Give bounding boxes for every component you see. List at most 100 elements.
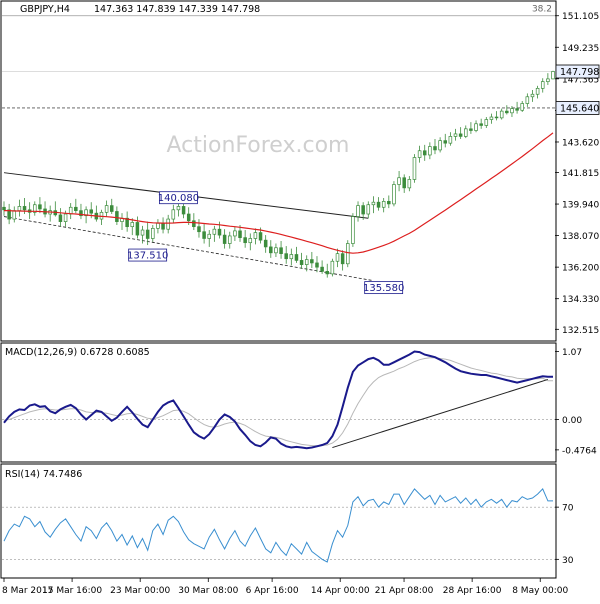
- macd-trendline: [332, 378, 549, 449]
- candle-body: [546, 78, 550, 82]
- macd-panel-frame: [0, 342, 557, 463]
- candle-body: [407, 179, 412, 189]
- candle-body: [392, 184, 396, 205]
- candle-body: [479, 123, 483, 126]
- last-price-tag: 147.798: [560, 67, 599, 78]
- price-annotation-box: [159, 191, 198, 205]
- candle-body: [130, 222, 135, 228]
- candle-body: [33, 204, 37, 213]
- support-price-tag: 145.640: [560, 103, 599, 114]
- macd-line: [3, 350, 553, 450]
- candle-body: [284, 253, 288, 260]
- macd-tick-label: -0.4764: [562, 446, 597, 456]
- candle-body: [402, 177, 406, 189]
- candle-body: [310, 259, 314, 264]
- candle-body: [340, 253, 345, 265]
- candle-body: [233, 230, 237, 237]
- candle-body: [315, 262, 319, 268]
- candle-body: [376, 201, 381, 208]
- candle-body: [351, 216, 355, 244]
- candle-body: [243, 237, 247, 244]
- candle-body: [79, 210, 83, 217]
- candle-body: [335, 253, 340, 262]
- rsi-panel-frame: [0, 463, 557, 579]
- candle-body: [397, 177, 401, 185]
- x-tick-label: 14 Apr 00:00: [311, 586, 370, 596]
- candle-body: [125, 217, 129, 228]
- candle-body: [304, 259, 309, 265]
- candle-body: [428, 146, 432, 156]
- candle-body: [330, 260, 335, 275]
- candle-body: [151, 228, 155, 239]
- moving-average-line: [4, 132, 554, 254]
- candle-body: [361, 205, 365, 215]
- header-ohlc: 147.363 147.839 147.339 147.798: [94, 4, 260, 15]
- candle-body: [207, 233, 211, 239]
- candle-body: [227, 235, 232, 244]
- candle-body: [222, 234, 227, 244]
- header-symbol: GBPJPY,H4: [20, 4, 70, 15]
- price-tick-label: 151.105: [562, 12, 599, 22]
- candle-body: [484, 119, 489, 126]
- candle-body: [530, 93, 535, 98]
- last-price-tag-box: [555, 64, 600, 79]
- candle-body: [12, 210, 17, 220]
- candle-body: [551, 71, 555, 80]
- candle-body: [22, 206, 27, 211]
- candle-body: [84, 209, 88, 217]
- candle-body: [453, 133, 458, 137]
- candle-body: [115, 211, 119, 222]
- candle-body: [346, 243, 350, 265]
- candle-body: [99, 211, 104, 220]
- candle-body: [412, 157, 417, 180]
- x-tick-label: 21 Apr 08:00: [375, 586, 434, 596]
- candle-body: [325, 271, 330, 275]
- candle-body: [166, 218, 170, 230]
- x-tick-label: 6 Apr 16:00: [246, 586, 299, 596]
- price-annotation-label: 135.580: [363, 283, 404, 294]
- candle-body: [74, 206, 78, 211]
- candle-body: [274, 247, 278, 254]
- candle-body: [515, 108, 519, 111]
- candle-body: [520, 103, 524, 111]
- price-tick-label: 143.620: [562, 138, 599, 148]
- candle-body: [458, 133, 463, 137]
- candle-body: [135, 222, 140, 236]
- price-tick-label: 141.815: [562, 169, 599, 179]
- candle-body: [448, 136, 453, 144]
- candle-body: [356, 205, 360, 217]
- candle-body: [294, 254, 299, 261]
- price-tick-label: 132.515: [562, 326, 599, 336]
- candle-body: [371, 201, 376, 206]
- candle-body: [433, 146, 437, 151]
- candle-body: [2, 206, 6, 211]
- candle-body: [464, 128, 468, 137]
- candle-body: [422, 150, 427, 156]
- fib-level-label: 38.2: [532, 5, 552, 15]
- candle-body: [381, 201, 386, 208]
- x-tick-label: 15 Mar 16:00: [42, 586, 102, 596]
- candle-body: [289, 254, 294, 260]
- candle-body: [104, 205, 109, 213]
- watermark: ActionForex.com: [167, 133, 350, 158]
- candle-body: [525, 96, 530, 104]
- price-tick-label: 149.235: [562, 44, 599, 54]
- candle-body: [17, 206, 22, 211]
- candle-body: [366, 204, 371, 215]
- candle-body: [58, 214, 63, 222]
- candle-body: [320, 266, 324, 272]
- candle-body: [197, 226, 201, 233]
- price-annotation-label: 137.510: [127, 251, 168, 262]
- candle-body: [279, 247, 283, 255]
- candle-body: [387, 201, 391, 205]
- candle-body: [469, 128, 473, 131]
- candle-body: [140, 229, 145, 236]
- rsi-panel: RSI(14) 74.7486 70 30: [2, 469, 574, 566]
- candle-body: [156, 222, 160, 229]
- candle-body: [109, 205, 114, 212]
- candle-body: [176, 206, 181, 211]
- candle-body: [248, 238, 253, 244]
- candle-body: [253, 232, 258, 239]
